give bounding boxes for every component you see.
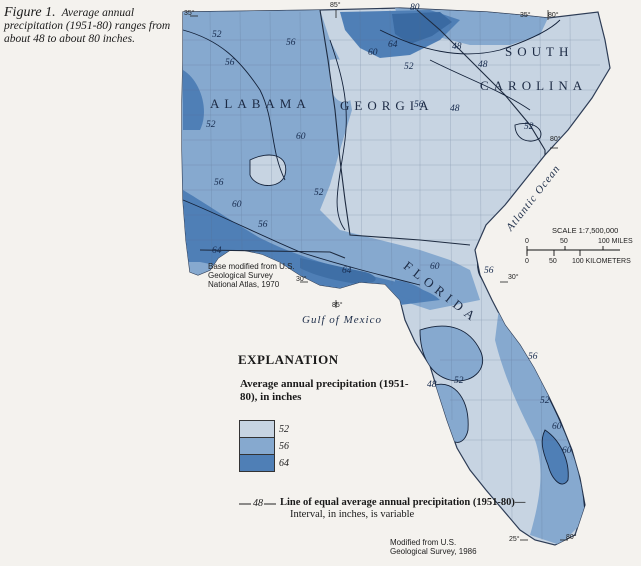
isohyet-label: 52 [206,120,216,130]
zone-dark-fl-southeast [542,430,569,485]
isohyet-label: 56 [414,100,424,110]
legend-swatch-56 [239,437,275,455]
coord-30-left: 30° [296,276,307,283]
figure-caption-text: Average annual precipitation (1951-80) r… [4,7,171,45]
coord-80-right: 80° [550,136,561,143]
coord-85-top: 85° [330,2,341,9]
isohyet-label: 48 [427,380,437,390]
legend-label-52: 52 [279,424,289,435]
isohyet-label: 48 [450,104,460,114]
scale-km-50: 50 [549,258,557,265]
legend-label-56: 56 [279,441,289,452]
coord-85-bottom: 85° [332,302,343,309]
zone-dark-fl-panhandle [395,280,430,301]
isohyet-label: 60 [232,200,242,210]
isohyet-label: 56 [528,352,538,362]
isohyet-label: 48 [478,60,488,70]
zone-dark-north-ga-peak [392,12,452,44]
coord-35-left: 35° [184,10,195,17]
scale-miles-100: 100 MILES [598,238,633,245]
gulf-of-mexico-label: Gulf of Mexico [302,314,382,326]
legend-isoline-description: Line of equal average annual precipitati… [280,497,530,521]
isohyet-label: 60 [552,422,562,432]
graticule-ticks [190,10,568,541]
legend-swatch-52 [239,420,275,438]
legend-label-64: 64 [279,458,289,469]
isohyet-label: 52 [314,188,324,198]
state-label-south: SOUTH [505,44,574,59]
scale-km-0: 0 [525,258,529,265]
zone-light-alabama-1 [250,155,286,186]
isohyet-label: 56 [258,220,268,230]
explanation-subtitle: Average annual precipitation (1951-80), … [240,378,409,403]
isohyet-label: 60 [562,446,572,456]
legend-isoline-note: Interval, in inches, is variable [290,509,415,520]
scale-km-100: 100 KILOMETERS [572,258,631,265]
isohyet-label: 56 [225,58,235,68]
coord-30-right: 30° [508,274,519,281]
zone-medium-florida-central [420,326,483,381]
isohyet-label: 52 [404,62,414,72]
state-label-georgia: GEORGIA [340,98,434,113]
isohyet-label: 48 [452,42,462,52]
isohyet-label: 60 [296,132,306,142]
isohyet-label: 52 [454,376,464,386]
isohyet-label: 64 [388,40,398,50]
source-credit: Modified from U.S. Geological Survey, 19… [390,538,477,556]
isohyet-label: 64 [212,246,222,256]
isohyet-label: 60 [430,262,440,272]
county-grid [183,9,600,541]
zone-medium-florida-west [434,384,469,443]
coord-80-top: 80° [548,12,559,19]
isohyet-label: 64 [342,266,352,276]
state-label-alabama: ALABAMA [210,96,311,111]
zone-light-alabama-2 [330,59,357,103]
scale-title: SCALE 1:7,500,000 [552,226,619,235]
isohyet-label: 52 [524,122,534,132]
isohyet-label: 56 [286,38,296,48]
isohyet-label: 60 [368,48,378,58]
zone-dark-gulf-coast [300,258,376,284]
isohyet-label: 80 [410,3,420,13]
scale-miles-50: 50 [560,238,568,245]
legend-swatch-64 [239,454,275,472]
figure-caption: Figure 1. Average annual precipitation (1… [4,6,174,46]
legend-isoline-value: 48 [253,498,263,509]
scale-miles-0: 0 [525,238,529,245]
coord-35-right: 35° [520,12,531,19]
isohyet-label: 52 [540,396,550,406]
isohyet-label: 52 [212,30,222,40]
state-label-carolina: CAROLINA [480,78,588,93]
coord-25: 25° [509,536,520,543]
base-credit: Base modified from U.S. Geological Surve… [208,262,295,289]
figure-number: Figure 1. [4,5,56,20]
scale-bar [526,246,620,256]
legend-isoline-text: Line of equal average annual precipitati… [280,497,526,508]
isohyet-label: 56 [484,266,494,276]
isohyet-label: 56 [214,178,224,188]
coord-80-bottom: 80° [566,534,577,541]
explanation-title: EXPLANATION [238,352,339,367]
